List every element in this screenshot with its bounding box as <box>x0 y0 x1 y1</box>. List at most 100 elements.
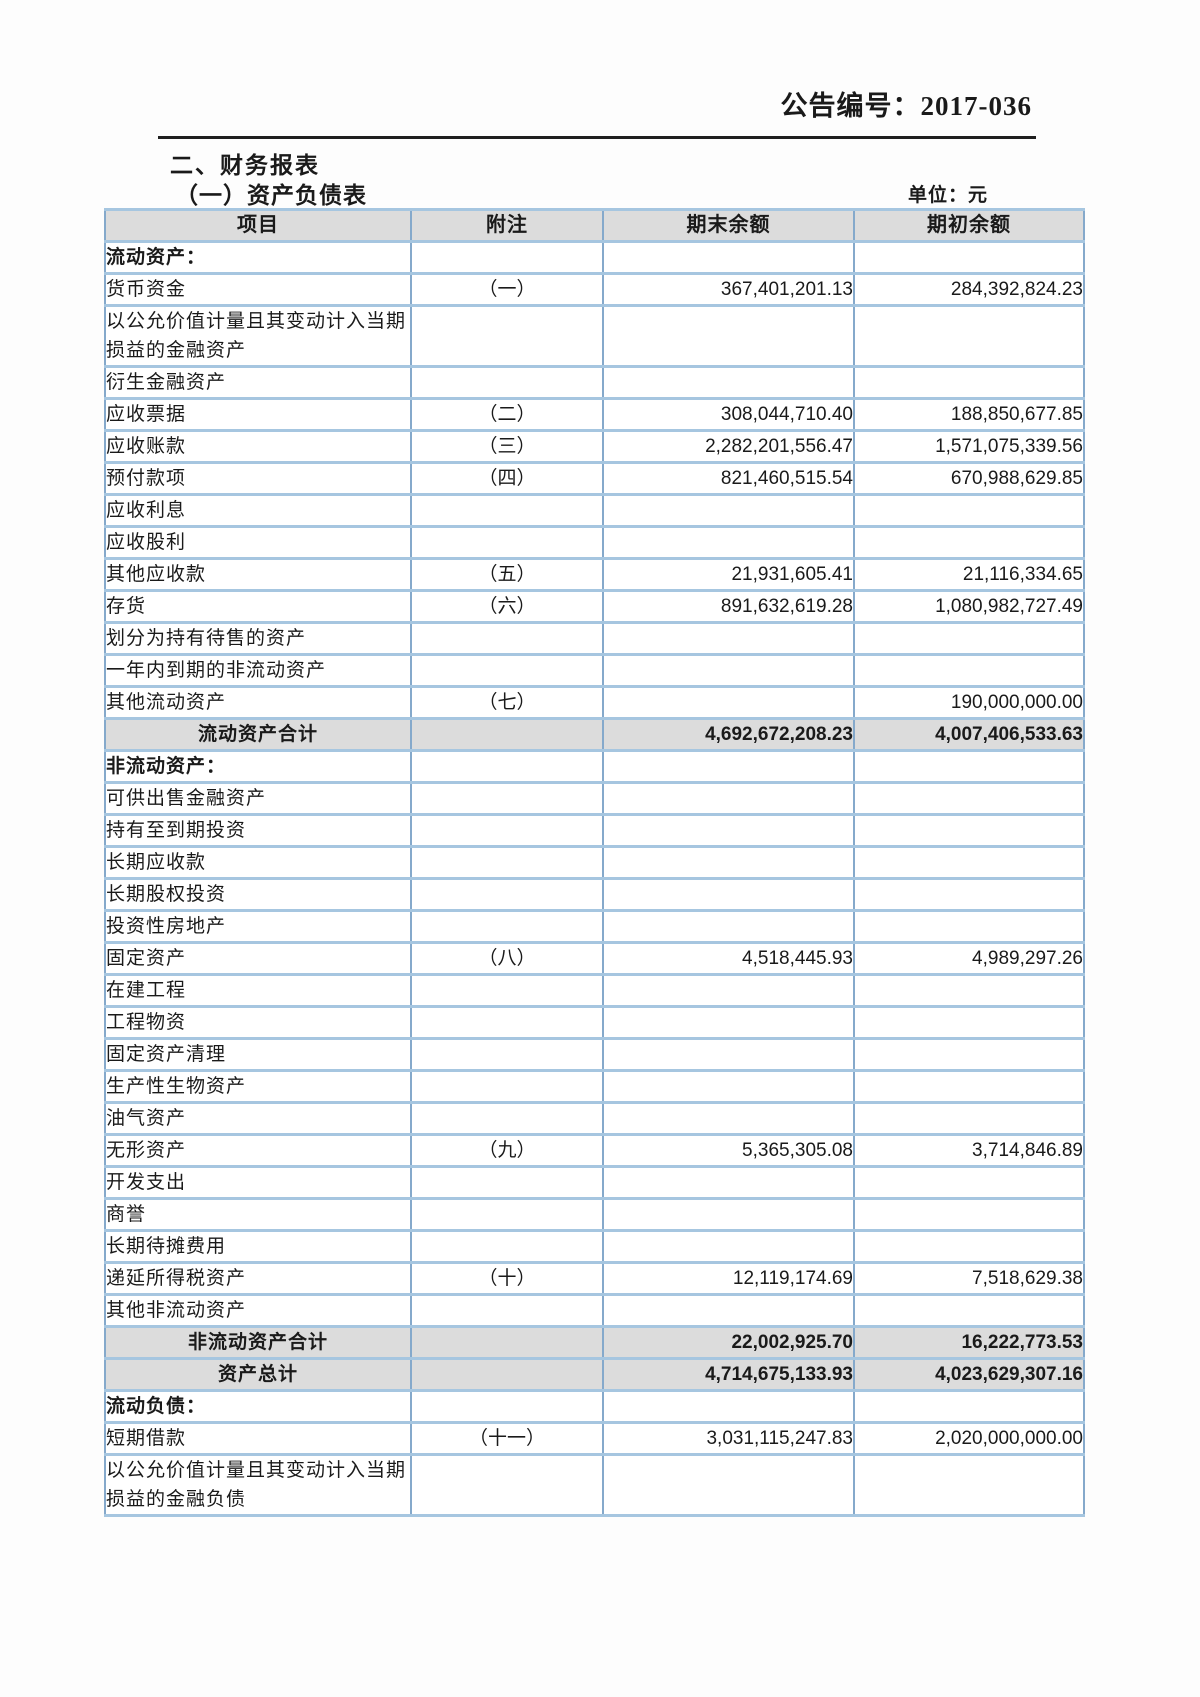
beginning-balance-cell <box>853 845 1085 880</box>
item-cell: 在建工程 <box>104 973 412 1008</box>
item-cell: 衍生金融资产 <box>104 365 412 400</box>
item-cell: 短期借款 <box>104 1421 412 1456</box>
item-cell: 一年内到期的非流动资产 <box>104 653 412 688</box>
table-row: 非流动资产： <box>104 749 1085 784</box>
item-cell: 应收账款 <box>104 429 412 464</box>
item-cell: 非流动资产合计 <box>104 1325 412 1360</box>
table-row: 持有至到期投资 <box>104 813 1085 848</box>
beginning-balance-cell <box>853 1101 1085 1136</box>
beginning-balance-cell: 21,116,334.65 <box>853 557 1085 592</box>
item-cell: 货币资金 <box>104 272 412 307</box>
beginning-balance-cell <box>853 1197 1085 1232</box>
ending-balance-cell <box>602 1229 855 1264</box>
note-cell <box>410 240 604 275</box>
beginning-balance-cell: 670,988,629.85 <box>853 461 1085 496</box>
beginning-balance-cell <box>853 877 1085 912</box>
note-cell <box>410 781 604 816</box>
item-cell: 应收票据 <box>104 397 412 432</box>
ending-balance-cell: 891,632,619.28 <box>602 589 855 624</box>
beginning-balance-cell <box>853 304 1085 368</box>
note-cell <box>410 1005 604 1040</box>
beginning-balance-cell: 1,571,075,339.56 <box>853 429 1085 464</box>
table-row: 应收票据 （二） 308,044,710.40 188,850,677.85 <box>104 397 1085 432</box>
ending-balance-cell: 308,044,710.40 <box>602 397 855 432</box>
table-row: 一年内到期的非流动资产 <box>104 653 1085 688</box>
note-cell <box>410 1325 604 1360</box>
ending-balance-cell <box>602 1293 855 1328</box>
note-cell <box>410 653 604 688</box>
ending-balance-cell <box>602 845 855 880</box>
note-cell: （二） <box>410 397 604 432</box>
beginning-balance-cell <box>853 240 1085 275</box>
note-cell: （六） <box>410 589 604 624</box>
beginning-balance-cell: 16,222,773.53 <box>853 1325 1085 1360</box>
item-cell: 以公允价值计量且其变动计入当期损益的金融资产 <box>104 304 412 368</box>
beginning-balance-cell <box>853 749 1085 784</box>
table-row: 可供出售金融资产 <box>104 781 1085 816</box>
item-cell: 其他应收款 <box>104 557 412 592</box>
note-cell <box>410 877 604 912</box>
header-item: 项目 <box>104 208 412 243</box>
beginning-balance-cell <box>853 1453 1085 1517</box>
item-cell: 长期应收款 <box>104 845 412 880</box>
table-row: 预付款项 （四） 821,460,515.54 670,988,629.85 <box>104 461 1085 496</box>
beginning-balance-cell <box>853 493 1085 528</box>
item-cell: 流动负债： <box>104 1389 412 1424</box>
item-cell: 存货 <box>104 589 412 624</box>
item-cell: 开发支出 <box>104 1165 412 1200</box>
ending-balance-cell <box>602 493 855 528</box>
ending-balance-cell: 3,031,115,247.83 <box>602 1421 855 1456</box>
item-cell: 划分为持有待售的资产 <box>104 621 412 656</box>
beginning-balance-cell <box>853 781 1085 816</box>
table-row: 长期应收款 <box>104 845 1085 880</box>
note-cell <box>410 1037 604 1072</box>
beginning-balance-cell: 3,714,846.89 <box>853 1133 1085 1168</box>
ending-balance-cell <box>602 781 855 816</box>
note-cell: （八） <box>410 941 604 976</box>
beginning-balance-cell: 4,023,629,307.16 <box>853 1357 1085 1392</box>
beginning-balance-cell: 4,989,297.26 <box>853 941 1085 976</box>
item-cell: 预付款项 <box>104 461 412 496</box>
beginning-balance-cell <box>853 1037 1085 1072</box>
ending-balance-cell <box>602 525 855 560</box>
header-note: 附注 <box>410 208 604 243</box>
table-row: 划分为持有待售的资产 <box>104 621 1085 656</box>
ending-balance-cell <box>602 365 855 400</box>
note-cell: （一） <box>410 272 604 307</box>
item-cell: 递延所得税资产 <box>104 1261 412 1296</box>
beginning-balance-cell: 190,000,000.00 <box>853 685 1085 720</box>
note-cell <box>410 1101 604 1136</box>
table-row: 无形资产 （九） 5,365,305.08 3,714,846.89 <box>104 1133 1085 1168</box>
item-cell: 生产性生物资产 <box>104 1069 412 1104</box>
beginning-balance-cell <box>853 1389 1085 1424</box>
item-cell: 以公允价值计量且其变动计入当期损益的金融负债 <box>104 1453 412 1517</box>
item-cell: 流动资产： <box>104 240 412 275</box>
item-cell: 油气资产 <box>104 1101 412 1136</box>
unit-label: 单位：元 <box>907 185 988 206</box>
item-cell: 可供出售金融资产 <box>104 781 412 816</box>
item-cell: 资产总计 <box>104 1357 412 1392</box>
ending-balance-cell <box>602 1037 855 1072</box>
item-cell: 长期股权投资 <box>104 877 412 912</box>
ending-balance-cell <box>602 240 855 275</box>
table-row: 应收利息 <box>104 493 1085 528</box>
item-cell: 应收利息 <box>104 493 412 528</box>
ending-balance-cell: 367,401,201.13 <box>602 272 855 307</box>
ending-balance-cell <box>602 749 855 784</box>
ending-balance-cell: 21,931,605.41 <box>602 557 855 592</box>
beginning-balance-cell <box>853 525 1085 560</box>
note-cell <box>410 909 604 944</box>
beginning-balance-cell <box>853 973 1085 1008</box>
ending-balance-cell <box>602 813 855 848</box>
announcement-number: 公告编号：2017-036 <box>780 91 1032 121</box>
note-cell: （十一） <box>410 1421 604 1456</box>
table-row: 工程物资 <box>104 1005 1085 1040</box>
beginning-balance-cell: 284,392,824.23 <box>853 272 1085 307</box>
beginning-balance-cell: 7,518,629.38 <box>853 1261 1085 1296</box>
beginning-balance-cell: 2,020,000,000.00 <box>853 1421 1085 1456</box>
note-cell <box>410 493 604 528</box>
ending-balance-cell: 5,365,305.08 <box>602 1133 855 1168</box>
table-row: 长期股权投资 <box>104 877 1085 912</box>
table-row: 流动资产合计 4,692,672,208.23 4,007,406,533.63 <box>104 717 1085 752</box>
note-cell: （九） <box>410 1133 604 1168</box>
